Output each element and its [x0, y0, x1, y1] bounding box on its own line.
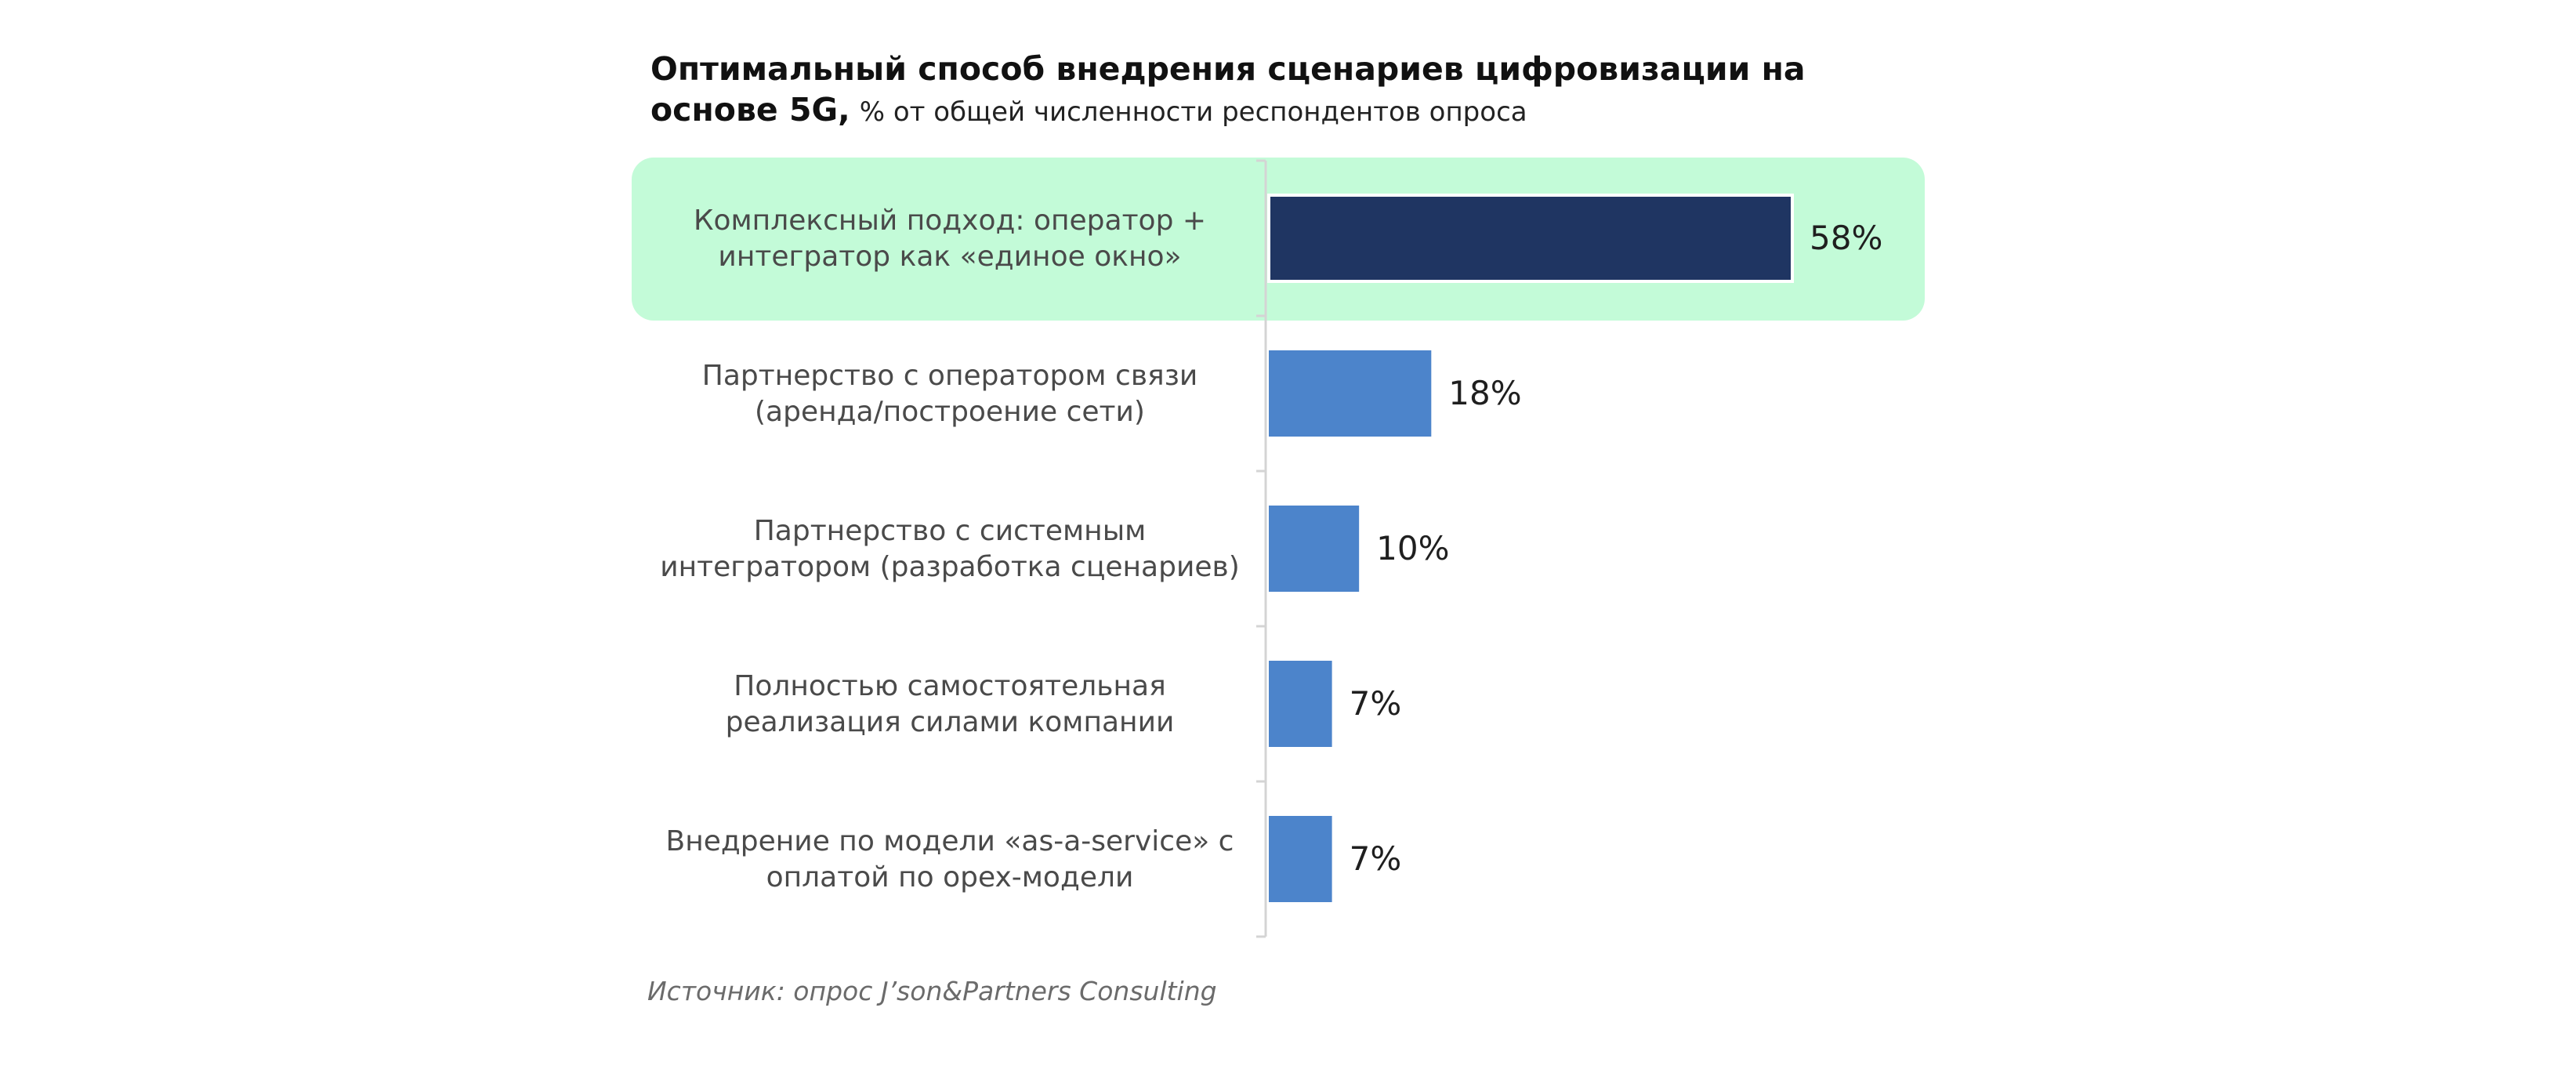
title-line-1: Оптимальный способ внедрения сценариев ц…: [650, 50, 1806, 88]
value-label-3: 10%: [1376, 529, 1449, 567]
value-label-1: 58%: [1810, 219, 1882, 257]
category-label-1: Комплексный подход: оператор + интегратор…: [694, 205, 1206, 273]
bar-4: [1269, 661, 1332, 747]
value-label-2: 18%: [1448, 374, 1521, 412]
bar-1: [1267, 194, 1794, 283]
value-label-4: 7%: [1350, 684, 1402, 723]
chart-subtitle: % от общей численности респондентов опро…: [859, 96, 1527, 128]
category-label-line: (аренда/построение сети): [755, 396, 1145, 428]
category-label-line: реализация силами компании: [726, 706, 1175, 738]
category-label-line: Полностью самостоятельная: [734, 670, 1165, 702]
chart-title: Оптимальный способ внедрения сценариев ц…: [650, 49, 1983, 132]
title-line-2-text: основе 5G,: [650, 91, 850, 129]
category-label-3: Партнерство с системным интегратором (раз…: [660, 515, 1240, 583]
category-label-line: оплатой по opex-модели: [766, 861, 1134, 894]
value-label-5: 7%: [1350, 839, 1402, 878]
category-label-line: Внедрение по модели «as-a-service» с: [666, 825, 1234, 857]
category-label-2: Партнерство с оператором связи (аренда/по…: [702, 360, 1197, 428]
category-label-line: Комплексный подход: оператор +: [694, 205, 1206, 237]
category-label-line: Партнерство с системным: [754, 515, 1147, 547]
category-label-line: интегратор как «единое окно»: [718, 241, 1181, 273]
bar-2: [1269, 350, 1432, 437]
category-label-4: Полностью самостоятельная реализация сила…: [726, 670, 1175, 738]
title-line-2: основе 5G, % от общей численности респонд…: [650, 89, 1983, 132]
source-note: Источник: опрос J’son&Partners Consultin…: [647, 976, 1217, 1006]
bar-5: [1269, 816, 1332, 902]
category-label-line: интегратором (разработка сценариев): [660, 551, 1240, 583]
category-label-line: Партнерство с оператором связи: [702, 360, 1197, 392]
bar-3: [1269, 506, 1360, 592]
category-label-5: Внедрение по модели «as-a-service» с опла…: [666, 825, 1234, 894]
